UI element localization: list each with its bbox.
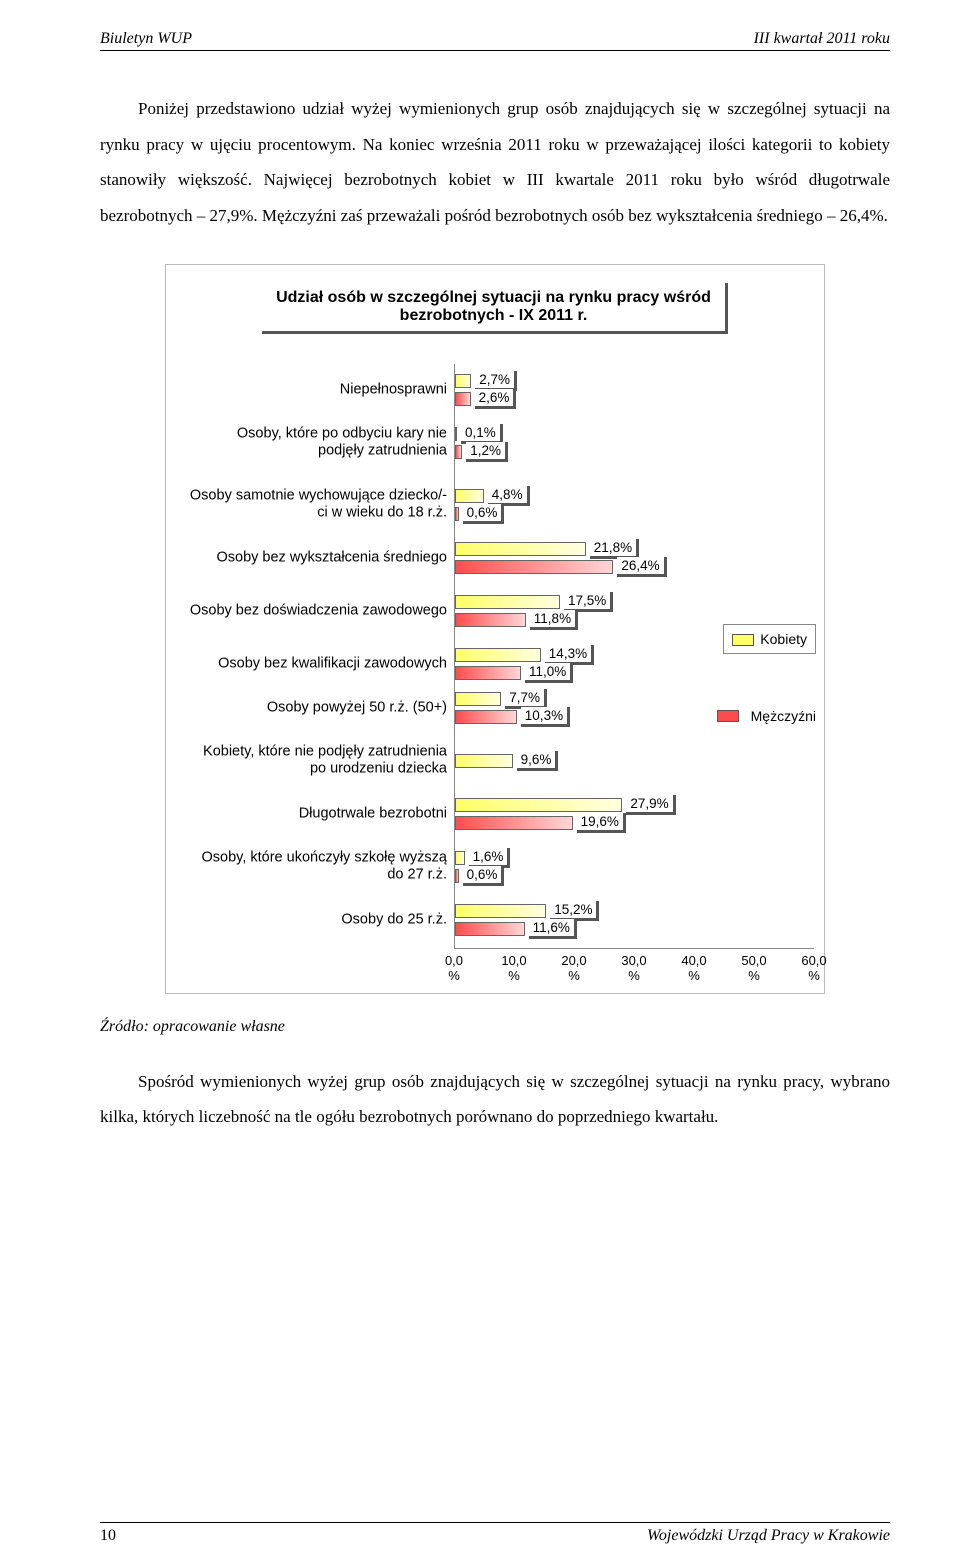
x-tick: 10,0% (484, 953, 544, 983)
value-label-mezczyzni: 11,6% (529, 919, 577, 939)
chart-row: Osoby samotnie wychowujące dziecko/-ci w… (455, 474, 814, 536)
category-label: Osoby bez kwalifikacji zawodowych (187, 655, 455, 672)
category-label: Osoby powyżej 50 r.ż. (50+) (187, 699, 455, 716)
value-label-mezczyzni: 19,6% (577, 813, 626, 833)
value-label-kobiety: 1,6% (469, 848, 511, 868)
category-label: Niepełnosprawni (187, 381, 455, 398)
page-footer: 10 Wojewódzki Urząd Pracy w Krakowie (100, 1522, 890, 1545)
bar-mezczyzni (455, 869, 459, 883)
bar-kobiety (455, 754, 513, 768)
bar-kobiety (455, 374, 471, 388)
category-label: Osoby do 25 r.ż. (187, 911, 455, 928)
x-tick: 50,0% (724, 953, 784, 983)
value-label-mezczyzni: 0,6% (463, 504, 505, 524)
bar-kobiety (455, 595, 560, 609)
value-label-kobiety: 2,7% (475, 371, 517, 391)
source-line: Źródło: opracowanie własne (100, 1018, 890, 1036)
category-label: Osoby, które ukończyły szkołę wyższą do … (187, 849, 455, 884)
value-label-mezczyzni: 0,6% (463, 866, 505, 886)
bar-kobiety (455, 489, 484, 503)
x-tick: 20,0% (544, 953, 604, 983)
chart-title: Udział osób w szczególnej sytuacji na ry… (262, 283, 728, 334)
chart-row: Osoby bez wykształcenia średniego21,8%26… (455, 536, 814, 580)
bar-kobiety (455, 542, 586, 556)
footer-rule (100, 1522, 890, 1523)
value-label-kobiety: 17,5% (564, 592, 613, 612)
header-rule (100, 50, 890, 51)
bar-mezczyzni (455, 392, 471, 406)
value-label-mezczyzni: 10,3% (521, 707, 570, 727)
paragraph-1: Poniżej przedstawiono udział wyżej wymie… (100, 91, 890, 234)
chart-row: Osoby, które po odbyciu kary nie podjęły… (455, 412, 814, 474)
category-label: Długotrwale bezrobotni (187, 805, 455, 822)
value-label-mezczyzni: 11,8% (530, 610, 578, 630)
value-label-kobiety: 9,6% (517, 751, 559, 771)
header-left: Biuletyn WUP (100, 30, 192, 48)
bar-mezczyzni (455, 613, 526, 627)
value-label-kobiety: 7,7% (505, 689, 547, 709)
value-label-mezczyzni: 2,6% (475, 389, 517, 409)
category-label: Osoby samotnie wychowujące dziecko/-ci w… (187, 487, 455, 522)
bar-kobiety (455, 798, 622, 812)
page-number: 10 (100, 1527, 116, 1545)
value-label-kobiety: 4,8% (488, 486, 530, 506)
publisher: Wojewódzki Urząd Pracy w Krakowie (647, 1527, 890, 1545)
value-label-kobiety: 15,2% (550, 901, 599, 921)
bar-mezczyzni (455, 816, 573, 830)
bar-kobiety (455, 427, 457, 441)
bar-mezczyzni (455, 507, 459, 521)
bar-kobiety (455, 851, 465, 865)
swatch-kobiety (732, 634, 754, 646)
legend-kobiety: Kobiety (723, 624, 816, 654)
x-tick: 30,0% (604, 953, 664, 983)
category-label: Kobiety, które nie podjęły zatrudnienia … (187, 743, 455, 778)
chart-row: Osoby do 25 r.ż.15,2%11,6% (455, 898, 814, 942)
bar-mezczyzni (455, 445, 462, 459)
x-tick: 40,0% (664, 953, 724, 983)
category-label: Osoby bez wykształcenia średniego (187, 549, 455, 566)
chart-row: Osoby, które ukończyły szkołę wyższą do … (455, 836, 814, 898)
bar-kobiety (455, 904, 546, 918)
value-label-kobiety: 14,3% (545, 645, 594, 665)
x-tick: 0,0% (424, 953, 484, 983)
bar-mezczyzni (455, 922, 525, 936)
bar-kobiety (455, 692, 501, 706)
chart-container: Udział osób w szczególnej sytuacji na ry… (165, 264, 825, 994)
header-right: III kwartał 2011 roku (754, 30, 890, 48)
value-label-mezczyzni: 26,4% (617, 557, 666, 577)
x-tick: 60,0% (784, 953, 844, 983)
swatch-mezczyzni (717, 710, 739, 722)
paragraph-2: Spośród wymienionych wyżej grup osób zna… (100, 1064, 890, 1135)
bar-kobiety (455, 648, 541, 662)
bar-mezczyzni (455, 710, 517, 724)
value-label-kobiety: 27,9% (626, 795, 675, 815)
bar-mezczyzni (455, 560, 613, 574)
legend-mezczyzni: Mężczyźni (717, 708, 816, 724)
chart-plot-area: Niepełnosprawni2,7%2,6%Osoby, które po o… (454, 364, 814, 949)
value-label-kobiety: 0,1% (461, 424, 503, 444)
x-axis: 0,0%10,0%20,0%30,0%40,0%50,0%60,0% (186, 953, 814, 983)
value-label-kobiety: 21,8% (590, 539, 639, 559)
category-label: Osoby bez doświadczenia zawodowego (187, 602, 455, 619)
chart-row: Niepełnosprawni2,7%2,6% (455, 368, 814, 412)
chart-row: Kobiety, które nie podjęły zatrudnienia … (455, 730, 814, 792)
chart-row: Długotrwale bezrobotni27,9%19,6% (455, 792, 814, 836)
value-label-mezczyzni: 11,0% (525, 663, 573, 683)
category-label: Osoby, które po odbyciu kary nie podjęły… (187, 425, 455, 460)
bar-mezczyzni (455, 666, 521, 680)
running-header: Biuletyn WUP III kwartał 2011 roku (100, 30, 890, 48)
value-label-mezczyzni: 1,2% (466, 442, 508, 462)
